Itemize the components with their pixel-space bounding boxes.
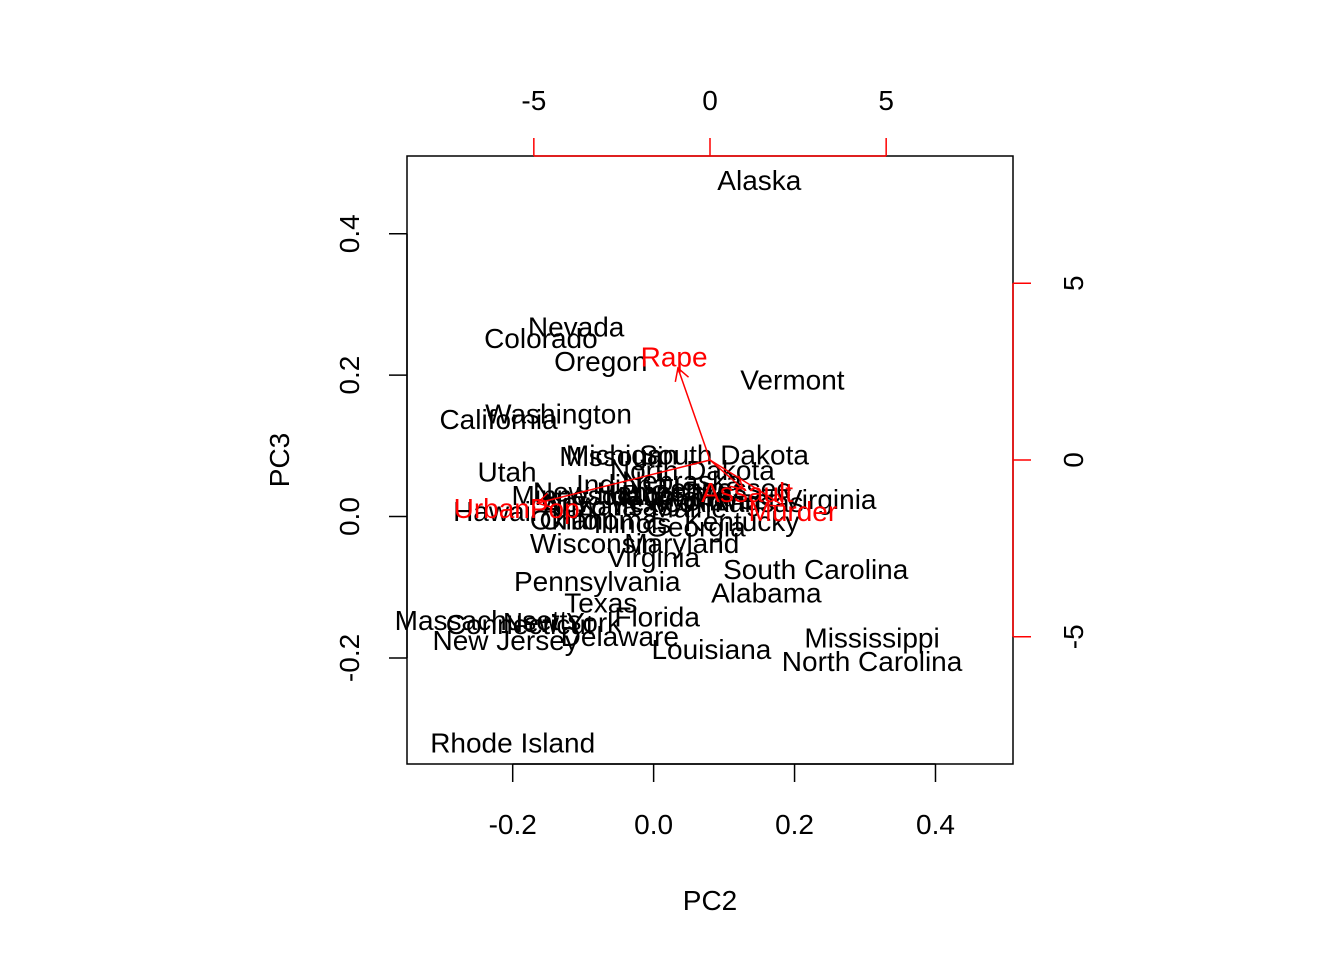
right-axis-tick-label: 0 bbox=[1058, 452, 1089, 468]
point-label-nevada: Nevada bbox=[528, 312, 625, 343]
point-label-kentucky: Kentucky bbox=[684, 506, 799, 537]
point-label-maryland: Maryland bbox=[624, 528, 739, 559]
point-label-california: California bbox=[439, 404, 558, 435]
point-label-idaho: Idaho bbox=[604, 480, 674, 511]
top-axis-tick-label: 5 bbox=[878, 85, 894, 116]
point-label-vermont: Vermont bbox=[740, 365, 844, 396]
arrow-label-rape: Rape bbox=[641, 342, 708, 373]
point-label-montana: Montana bbox=[620, 481, 729, 512]
point-label-oregon: Oregon bbox=[554, 346, 647, 377]
arrow-label-urbanpop: UrbanPop bbox=[454, 493, 580, 524]
bottom-axis-tick-label: 0.0 bbox=[634, 809, 673, 840]
arrow-head-assault bbox=[729, 475, 745, 490]
point-label-massachusetts: Massachusetts bbox=[395, 605, 582, 636]
axes-layer: -0.2 0.0 0.2 0.4 -0.2 0.0 0.2 0.4 -5 0 5 -5 0 5 PC2 PC3 bbox=[264, 85, 1089, 916]
point-label-mississippi: Mississippi bbox=[804, 623, 939, 654]
point-label-tennessee: Tennessee bbox=[656, 473, 791, 504]
point-label-hawaii: Hawaii bbox=[453, 496, 537, 527]
y-axis-title: PC3 bbox=[264, 433, 295, 487]
point-label-north-carolina: North Carolina bbox=[782, 646, 963, 677]
left-axis-tick-label: -0.2 bbox=[334, 634, 365, 682]
arrow-assault bbox=[709, 459, 744, 490]
point-label-wyoming: Wyoming bbox=[645, 486, 761, 517]
point-label-new-jersey: New Jersey bbox=[433, 625, 579, 656]
left-axis-tick-label: 0.0 bbox=[334, 497, 365, 536]
point-label-south-dakota: South Dakota bbox=[639, 440, 809, 471]
point-label-north-dakota: North Dakota bbox=[610, 455, 775, 486]
arrow-head-rape bbox=[674, 366, 690, 382]
point-label-south-carolina: South Carolina bbox=[723, 554, 909, 585]
bottom-axis-tick-label: 0.2 bbox=[775, 809, 814, 840]
point-label-illinois: Illinois bbox=[594, 508, 672, 539]
point-label-minnesota: Minnesota bbox=[512, 480, 642, 511]
right-axis-tick-label: -5 bbox=[1058, 624, 1089, 649]
point-label-colorado: Colorado bbox=[484, 323, 598, 354]
point-label-washington: Washington bbox=[485, 399, 632, 430]
point-label-rhode-island: Rhode Island bbox=[430, 727, 595, 758]
point-label-missouri: Missouri bbox=[559, 441, 663, 472]
bottom-axis-tick-label: 0.4 bbox=[916, 809, 955, 840]
point-label-maine: Maine bbox=[651, 493, 727, 524]
point-label-michigan: Michigan bbox=[566, 440, 678, 471]
point-label-alabama: Alabama bbox=[711, 577, 822, 608]
point-label-virginia: Virginia bbox=[607, 542, 700, 573]
top-axis-tick-label: -5 bbox=[521, 85, 546, 116]
point-label-oklahoma: Oklahoma bbox=[530, 505, 658, 536]
arrow-urbanpop bbox=[537, 459, 711, 504]
left-axis-tick-label: 0.4 bbox=[334, 214, 365, 253]
point-label-arizona: Arizona bbox=[543, 490, 638, 521]
arrow-rape bbox=[677, 367, 711, 461]
arrow-head-murder bbox=[769, 493, 786, 507]
point-label-delaware: Delaware bbox=[561, 621, 679, 652]
point-label-alaska: Alaska bbox=[717, 165, 801, 196]
point-label-new-hampshire: New Hampshire bbox=[533, 476, 732, 507]
arrow-label-murder: Murder bbox=[749, 496, 838, 527]
point-label-louisiana: Louisiana bbox=[651, 634, 771, 665]
arrow-head-urbanpop bbox=[535, 492, 552, 508]
point-label-new-york: New York bbox=[503, 607, 622, 638]
point-label-utah: Utah bbox=[477, 457, 536, 488]
point-label-texas: Texas bbox=[564, 587, 637, 618]
point-label-florida: Florida bbox=[614, 601, 700, 632]
point-label-ohio: Ohio bbox=[539, 505, 598, 536]
point-label-georgia: Georgia bbox=[646, 512, 746, 543]
point-label-iowa: Iowa bbox=[673, 473, 733, 504]
point-label-kansas: Kansas bbox=[579, 490, 672, 521]
left-axis-tick-label: 0.2 bbox=[334, 356, 365, 395]
point-label-arkansas: Arkansas bbox=[687, 487, 804, 518]
point-label-new-mexico: New Mexico bbox=[542, 487, 694, 518]
point-label-wisconsin: Wisconsin bbox=[530, 528, 658, 559]
point-label-west-virginia: West Virginia bbox=[713, 484, 877, 515]
point-label-connecticut: Connecticut bbox=[446, 609, 594, 640]
top-axis-tick-label: 0 bbox=[702, 85, 718, 116]
point-label-pennsylvania: Pennsylvania bbox=[514, 566, 681, 597]
bottom-axis-tick-label: -0.2 bbox=[489, 809, 537, 840]
x-axis-title: PC2 bbox=[683, 885, 737, 916]
right-axis-tick-label: 5 bbox=[1058, 275, 1089, 291]
arrow-murder bbox=[709, 459, 785, 507]
